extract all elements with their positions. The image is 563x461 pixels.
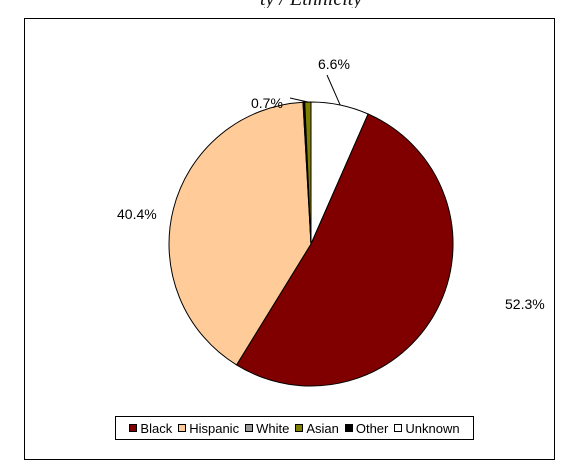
legend-unknown-swatch [394,424,403,432]
legend-hispanic: Hispanic [178,421,239,436]
legend-white-swatch [245,424,254,432]
legend-asian-swatch [295,424,304,432]
legend-black-swatch [129,424,138,432]
legend-hispanic-label: Hispanic [189,420,240,436]
slice-asian [304,101,312,245]
legend-white-label: White [256,420,290,436]
legend-black: Black [129,421,172,436]
legend-asian-label: Asian [306,420,339,436]
legend-asian: Asian [295,421,339,436]
legend-unknown-label: Unknown [405,420,460,436]
label-hispanic: 40.4% [117,206,157,222]
label-black: 52.3% [505,296,545,312]
legend-other: Other [344,420,389,436]
top-cropped-text: ty / Ethnicity [260,0,560,8]
label-unknown: 6.6% [318,56,350,72]
legend-unknown: Unknown [394,420,460,436]
chart-legend: Black Hispanic White Asian Other Unknown [115,416,474,440]
slice-hispanic [168,101,312,366]
legend-black-label: Black [140,420,173,436]
legend-hispanic-swatch [178,424,187,432]
legend-white: White [245,421,289,436]
label-asian-leader [289,97,308,103]
legend-other-label: Other [355,420,389,436]
label-unknown-leader [326,74,341,106]
legend-other-swatch [344,424,353,432]
slice-black [235,113,454,387]
label-asian: 0.7% [251,95,283,111]
